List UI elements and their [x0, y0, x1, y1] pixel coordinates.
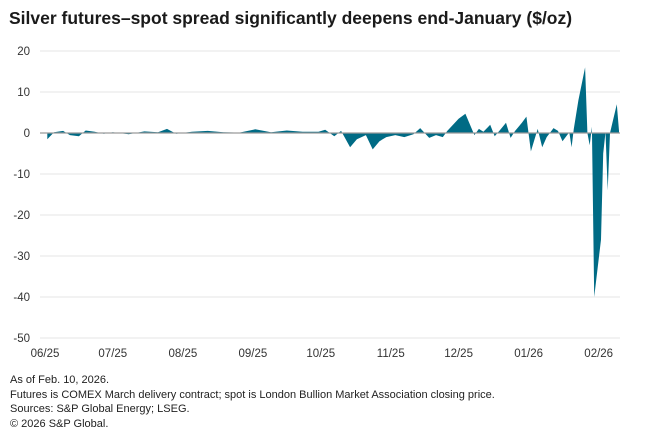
x-tick-label: 08/25	[168, 348, 197, 360]
y-tick-label: -40	[13, 292, 30, 304]
y-tick-label: 0	[24, 128, 30, 140]
x-tick-label: 12/25	[444, 348, 473, 360]
x-tick-label: 06/25	[31, 348, 60, 360]
y-tick-label: -30	[13, 251, 30, 263]
y-tick-label: 10	[17, 87, 30, 99]
area-chart: 20 10 0 -10 -20 -30 -40 -50 06/25 07/25 08/25 09/2…	[13, 46, 620, 360]
x-tick-label: 07/25	[98, 348, 127, 360]
x-tick-label: 09/25	[239, 348, 268, 360]
chart-title: Silver futures–spot spread significantly…	[9, 8, 573, 28]
y-tick-label: 20	[17, 46, 30, 58]
y-tick-label: -20	[13, 210, 30, 222]
x-tick-label: 11/25	[377, 348, 405, 360]
note-copyright: © 2026 S&P Global.	[10, 417, 109, 430]
spread-area	[47, 67, 620, 298]
y-tick-label: -50	[13, 333, 30, 345]
x-tick-label: 01/26	[514, 348, 543, 360]
y-tick-label: -10	[13, 169, 30, 181]
gridlines	[40, 50, 620, 339]
y-axis-labels: 20 10 0 -10 -20 -30 -40 -50	[13, 46, 30, 345]
x-tick-label: 10/25	[306, 348, 335, 360]
chart-notes: As of Feb. 10, 2026. Futures is COMEX Ma…	[10, 373, 495, 431]
note-sources: Sources: S&P Global Energy; LSEG.	[10, 403, 190, 415]
x-axis-labels: 06/25 07/25 08/25 09/25 10/25 11/25 12/25 01/26…	[31, 348, 613, 360]
note-as-of: As of Feb. 10, 2026.	[10, 374, 110, 386]
note-definition: Futures is COMEX March delivery contract…	[10, 388, 495, 401]
x-tick-label: 02/26	[584, 348, 613, 360]
